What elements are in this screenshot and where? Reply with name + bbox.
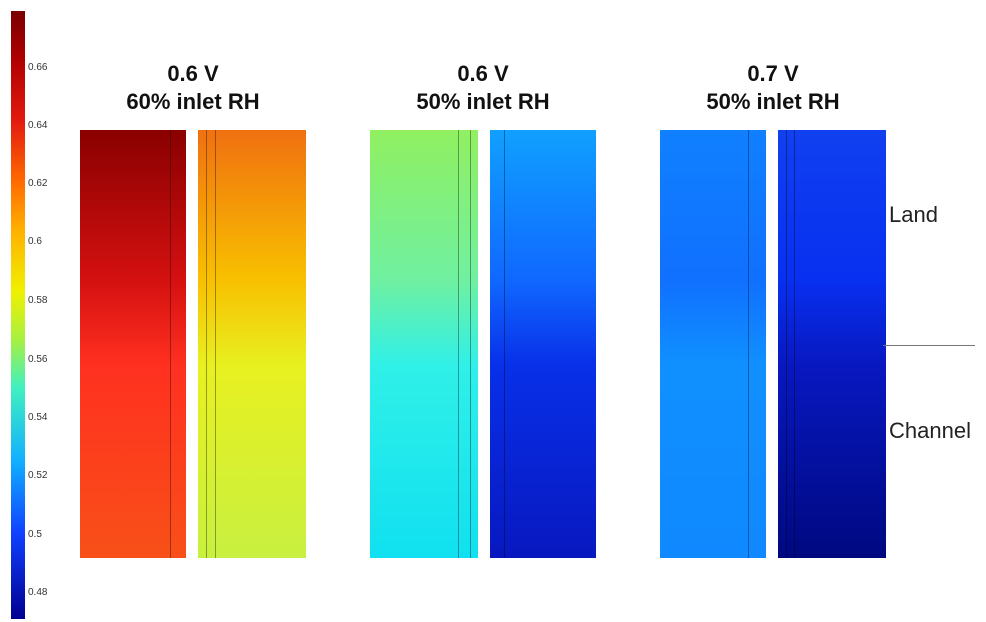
- panel-left-region: [370, 130, 478, 558]
- rh-label: 50% inlet RH: [653, 88, 893, 116]
- tick-label: 0.56: [28, 354, 47, 365]
- contour-panel-1: [80, 130, 306, 558]
- layer-boundary: [215, 130, 216, 558]
- land-label: Land: [889, 202, 938, 228]
- panel-title: 0.6 V 60% inlet RH: [73, 60, 313, 116]
- panel-left-region: [660, 130, 766, 558]
- tick-label: 0.54: [28, 412, 47, 423]
- panel-right-region: [490, 130, 596, 558]
- layer-boundary: [504, 130, 505, 558]
- tick-label: 0.48: [28, 587, 47, 598]
- land-channel-divider: [883, 345, 975, 346]
- membrane-gap: [186, 130, 198, 558]
- channel-label: Channel: [889, 418, 971, 444]
- panel-title: 0.6 V 50% inlet RH: [363, 60, 603, 116]
- membrane-gap: [766, 130, 778, 558]
- tick-label: 0.64: [28, 120, 47, 131]
- colorbar: [11, 11, 25, 619]
- layer-boundary: [458, 130, 459, 558]
- panel-title: 0.7 V 50% inlet RH: [653, 60, 893, 116]
- voltage-label: 0.6 V: [363, 60, 603, 88]
- tick-label: 0.62: [28, 178, 47, 189]
- layer-boundary: [470, 130, 471, 558]
- tick-label: 0.5: [28, 529, 42, 540]
- voltage-label: 0.7 V: [653, 60, 893, 88]
- layer-boundary: [786, 130, 787, 558]
- tick-label: 0.66: [28, 62, 47, 73]
- tick-label: 0.52: [28, 470, 47, 481]
- contour-panel-3: [660, 130, 886, 558]
- rh-label: 60% inlet RH: [73, 88, 313, 116]
- layer-boundary: [206, 130, 207, 558]
- layer-boundary: [170, 130, 171, 558]
- rh-label: 50% inlet RH: [363, 88, 603, 116]
- membrane-gap: [478, 130, 490, 558]
- layer-boundary: [794, 130, 795, 558]
- layer-boundary: [748, 130, 749, 558]
- tick-label: 0.58: [28, 295, 47, 306]
- voltage-label: 0.6 V: [73, 60, 313, 88]
- contour-panel-2: [370, 130, 596, 558]
- tick-label: 0.6: [28, 236, 42, 247]
